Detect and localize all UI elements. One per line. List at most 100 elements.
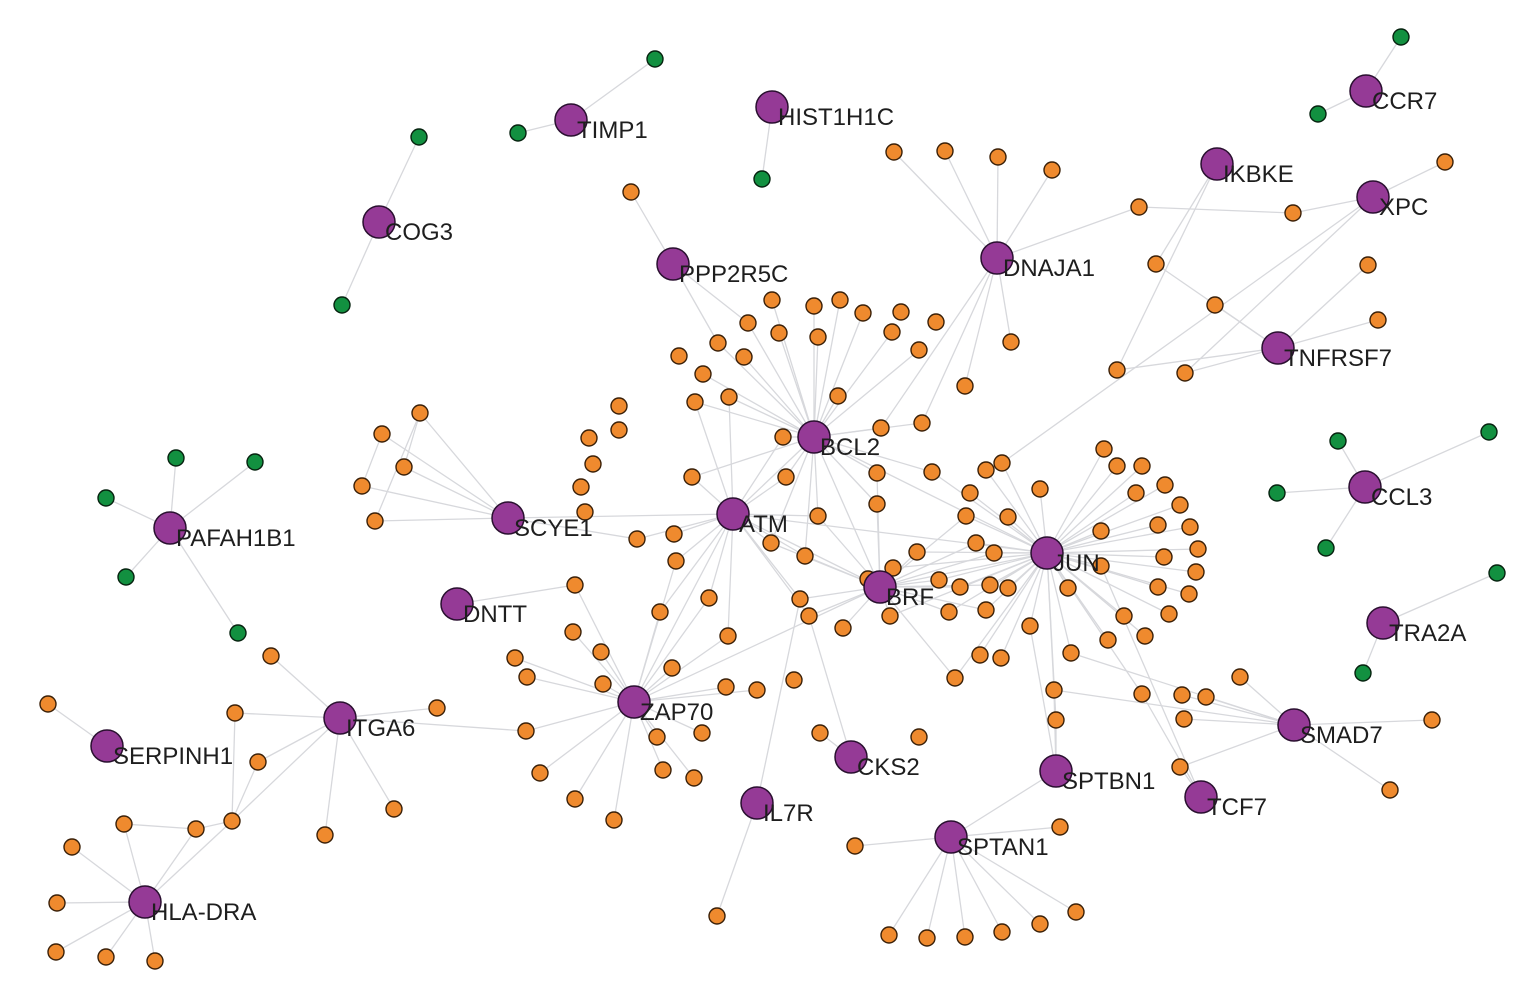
hub-node-ikbke bbox=[1200, 147, 1234, 181]
edge bbox=[403, 412, 421, 468]
partner-node bbox=[654, 761, 672, 779]
partner-node bbox=[829, 387, 847, 405]
edge-jun bbox=[892, 552, 1048, 569]
edge-bcl2 bbox=[691, 436, 815, 478]
partner-node bbox=[665, 525, 683, 543]
partner-node bbox=[993, 923, 1011, 941]
edge-dnaja1 bbox=[964, 257, 998, 387]
partner-node bbox=[594, 675, 612, 693]
partner-node bbox=[700, 589, 718, 607]
edge-zap70 bbox=[613, 701, 635, 821]
edge-scye1 bbox=[507, 517, 638, 540]
edge-jun bbox=[954, 552, 1048, 679]
hub-node-jun bbox=[1030, 536, 1064, 570]
hub-node-itga6 bbox=[323, 701, 357, 735]
partner-node bbox=[956, 928, 974, 946]
partner-node bbox=[811, 724, 829, 742]
edge-jun bbox=[1046, 504, 1181, 554]
partner-node bbox=[663, 659, 681, 677]
partner-node bbox=[910, 728, 928, 746]
edge-atm bbox=[728, 396, 734, 515]
edge-sptan1 bbox=[950, 836, 1077, 913]
partner-node bbox=[576, 503, 594, 521]
label-layer: TIMP1 HIST1H1C CCR7 COG3 IKBKE XPC PPP2R5C DNAJ… bbox=[113, 88, 1466, 926]
partner-node bbox=[805, 297, 823, 315]
edge-sptbn1 bbox=[1029, 625, 1057, 772]
partner-node bbox=[353, 477, 371, 495]
edge-bcl2 bbox=[813, 312, 864, 438]
edge-tcf7 bbox=[1100, 565, 1202, 798]
edge-atm bbox=[727, 513, 734, 637]
edge bbox=[144, 820, 233, 903]
partner-node bbox=[930, 571, 948, 589]
hub-label-hla-dra: HLA-DRA bbox=[151, 899, 256, 926]
edge-zap70 bbox=[633, 597, 710, 703]
partner-node bbox=[809, 328, 827, 346]
partner-node bbox=[762, 534, 780, 552]
partner-node bbox=[748, 681, 766, 699]
edge-itga6 bbox=[231, 717, 341, 822]
hub-label-tnfrsf7: TNFRSF7 bbox=[1284, 345, 1392, 372]
partner-node bbox=[1115, 607, 1133, 625]
partner-node bbox=[999, 508, 1017, 526]
partner-node bbox=[1181, 518, 1199, 536]
hub-label-serpinh1: SERPINH1 bbox=[113, 743, 233, 770]
hub-label-sptan1: SPTAN1 bbox=[957, 834, 1049, 861]
partner-node bbox=[1133, 685, 1151, 703]
partner-node bbox=[1127, 484, 1145, 502]
partner-node bbox=[1130, 198, 1148, 216]
edge-jun bbox=[1046, 448, 1105, 554]
partner-node bbox=[580, 429, 598, 447]
hub-label-tcf7: TCF7 bbox=[1207, 794, 1267, 821]
partner-node bbox=[187, 820, 205, 838]
hub-node-dntt bbox=[440, 587, 474, 621]
edge bbox=[231, 761, 259, 822]
hub-label-scye1: SCYE1 bbox=[514, 515, 593, 542]
edge-brf bbox=[879, 586, 987, 611]
secondary-node bbox=[1317, 539, 1335, 557]
partner-node bbox=[940, 603, 958, 621]
hub-label-tra2a: TRA2A bbox=[1389, 620, 1466, 647]
hub-node-pafah1b1 bbox=[153, 511, 187, 545]
partner-node bbox=[708, 907, 726, 925]
partner-node bbox=[796, 547, 814, 565]
edge-jun bbox=[1046, 492, 1137, 554]
partner-node bbox=[115, 815, 133, 833]
partner-node bbox=[316, 826, 334, 844]
partner-node bbox=[884, 559, 902, 577]
partner-node bbox=[39, 695, 57, 713]
hub-node-xpc bbox=[1356, 180, 1390, 214]
partner-node bbox=[1231, 668, 1249, 686]
hub-label-timp1: TIMP1 bbox=[577, 117, 648, 144]
edge-zap70 bbox=[633, 689, 758, 703]
hub-label-itga6: ITGA6 bbox=[346, 715, 415, 742]
edge-bcl2 bbox=[813, 436, 933, 473]
secondary-node bbox=[1480, 423, 1498, 441]
partner-node bbox=[506, 649, 524, 667]
partner-node bbox=[1108, 361, 1126, 379]
secondary-node bbox=[229, 624, 247, 642]
hub-node-serpinh1 bbox=[90, 729, 124, 763]
edge-atm bbox=[659, 513, 734, 613]
partner-node bbox=[868, 464, 886, 482]
partner-node bbox=[1059, 579, 1077, 597]
partner-node bbox=[411, 404, 429, 422]
edge-sptan1 bbox=[926, 836, 952, 939]
edge-scye1 bbox=[403, 466, 509, 519]
edge-bcl2 bbox=[804, 436, 815, 557]
hub-label-zap70: ZAP70 bbox=[640, 699, 713, 726]
edge-cks2 bbox=[808, 615, 852, 758]
hub-node-hist1h1c bbox=[755, 90, 789, 124]
partner-node bbox=[1187, 563, 1205, 581]
hub-node-timp1 bbox=[554, 103, 588, 137]
edge-dnaja1 bbox=[880, 257, 998, 429]
partner-node bbox=[881, 607, 899, 625]
partner-node bbox=[800, 607, 818, 625]
partner-node bbox=[610, 421, 628, 439]
partner-node bbox=[981, 576, 999, 594]
partner-node bbox=[628, 530, 646, 548]
edge-bcl2 bbox=[778, 332, 815, 438]
partner-node bbox=[572, 478, 590, 496]
hub-node-tra2a bbox=[1366, 606, 1400, 640]
hub-node-dnaja1 bbox=[980, 241, 1014, 275]
